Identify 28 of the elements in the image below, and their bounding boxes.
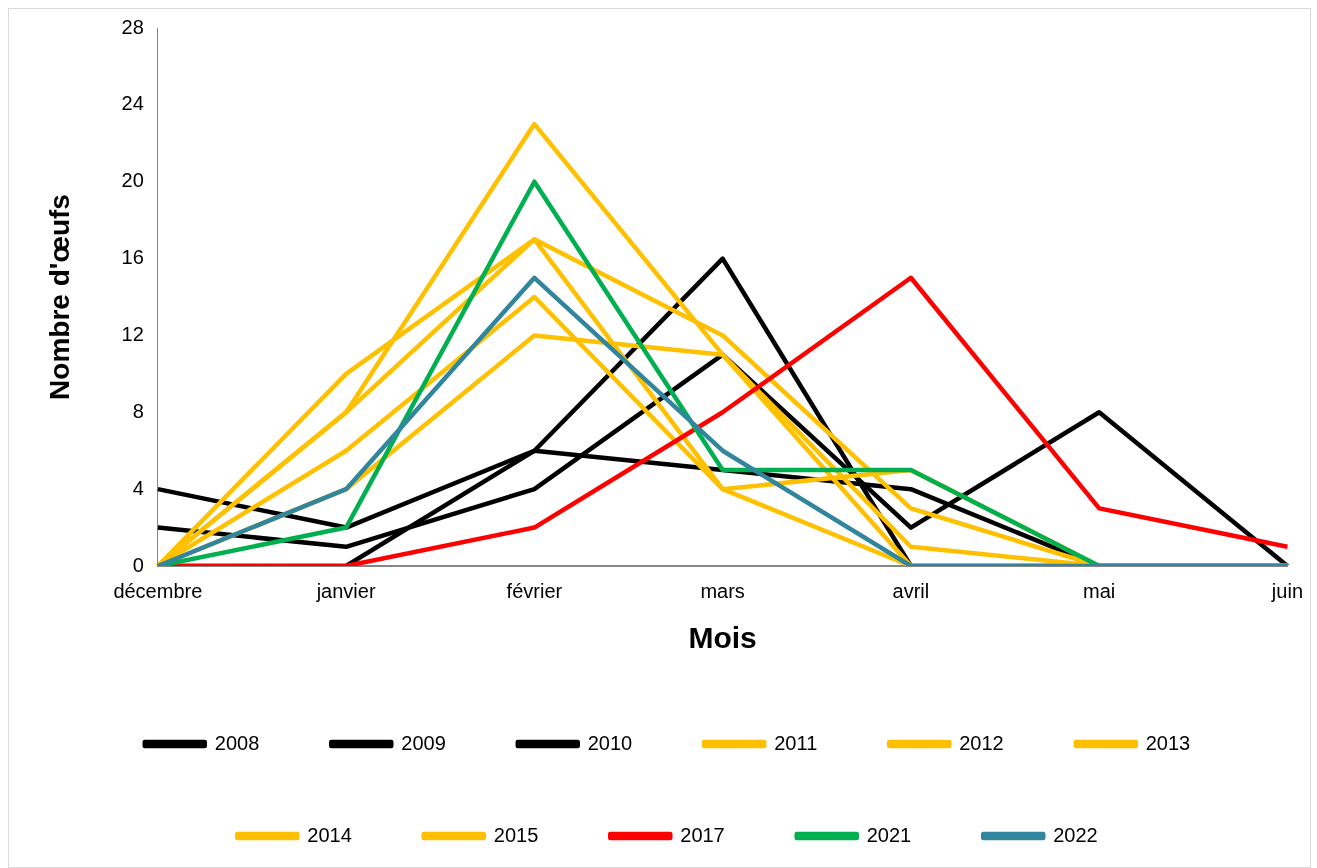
x-tick-label: janvier bbox=[315, 579, 376, 602]
legend-label: 2009 bbox=[401, 731, 446, 754]
legend-label: 2021 bbox=[866, 823, 912, 846]
legend-label: 2008 bbox=[214, 731, 260, 754]
y-tick-label: 4 bbox=[132, 476, 144, 499]
legend-label: 2015 bbox=[493, 823, 539, 846]
x-tick-label: décembre bbox=[113, 579, 203, 602]
legend-label: 2017 bbox=[680, 823, 725, 846]
legend-label: 2010 bbox=[587, 731, 633, 754]
x-tick-label: juin bbox=[1270, 579, 1303, 602]
y-axis-title: Nombre d'œufs bbox=[43, 194, 75, 400]
y-tick-label: 20 bbox=[121, 169, 144, 192]
x-tick-label: février bbox=[506, 579, 563, 602]
y-tick-label: 28 bbox=[121, 15, 144, 38]
legend-label: 2011 bbox=[774, 731, 818, 754]
y-tick-label: 12 bbox=[121, 322, 144, 345]
y-tick-label: 0 bbox=[132, 553, 144, 576]
y-tick-label: 16 bbox=[121, 246, 144, 269]
legend-label: 2013 bbox=[1145, 731, 1191, 754]
legend-label: 2012 bbox=[959, 731, 1004, 754]
y-tick-label: 24 bbox=[121, 92, 144, 115]
x-tick-label: mai bbox=[1083, 579, 1116, 602]
x-tick-label: avril bbox=[892, 579, 930, 602]
x-axis-title: Mois bbox=[688, 621, 757, 655]
legend-label: 2022 bbox=[1053, 823, 1098, 846]
legend-label: 2014 bbox=[307, 823, 352, 846]
y-tick-label: 8 bbox=[132, 399, 144, 422]
x-tick-label: mars bbox=[700, 579, 745, 602]
